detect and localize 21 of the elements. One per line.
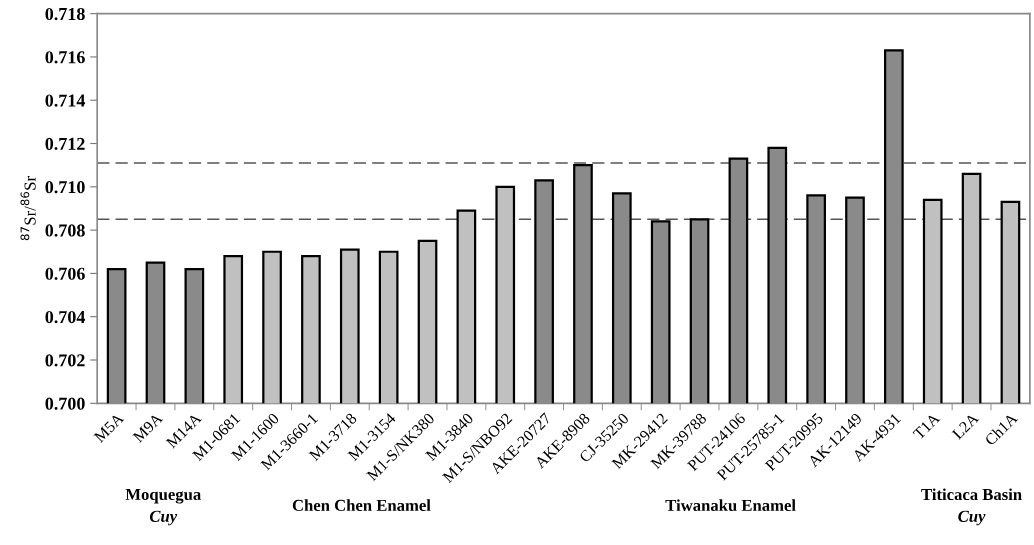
y-axis-title: $^{87}$Sr/$^{86}$Sr <box>20 176 36 241</box>
text: Cuy <box>149 510 178 526</box>
text: Chen Chen Enamel <box>292 499 431 512</box>
x-tick-label: L2A <box>951 412 980 440</box>
y-tick-label: 0.710 <box>45 181 85 194</box>
y-tick-label: 0.704 <box>45 310 86 324</box>
text: Titicaca Basin <box>921 488 1022 501</box>
y-tick-label: 0.716 <box>45 51 85 64</box>
y-tick-label: 0.702 <box>45 354 85 367</box>
text: Moquegua <box>125 488 201 504</box>
x-tick-label: T1A <box>912 412 941 440</box>
y-tick-label: 0.712 <box>45 137 85 151</box>
text: Tiwanaku Enamel <box>665 499 796 512</box>
x-tick-label: M9A <box>132 412 164 444</box>
y-tick-label: 0.718 <box>45 7 85 21</box>
y-tick-label: 0.706 <box>45 267 85 280</box>
y-tick-label: 0.708 <box>45 224 85 237</box>
y-tick-label: 0.700 <box>45 397 85 410</box>
x-tick-label: M5A <box>93 412 125 444</box>
y-tick-label: 0.714 <box>45 94 86 107</box>
text: Cuy <box>958 510 986 526</box>
